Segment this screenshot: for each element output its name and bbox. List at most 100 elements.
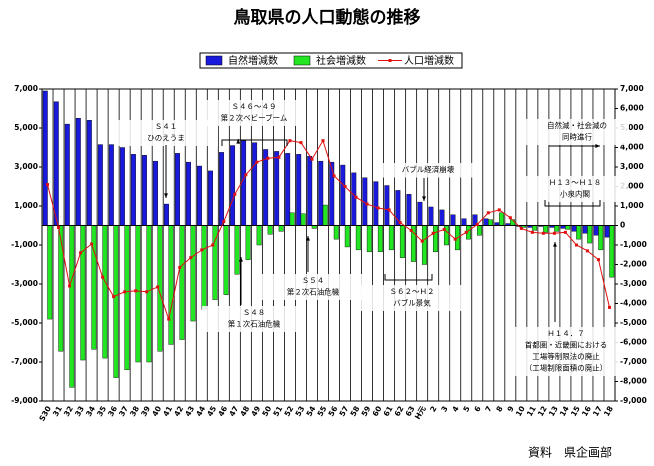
bar: [499, 212, 505, 226]
bar: [190, 225, 196, 322]
annotation-arrowhead: [595, 144, 600, 148]
x-tick-label: 4: [450, 405, 460, 414]
annotation-bracket: [221, 139, 288, 146]
line-marker: [178, 265, 182, 269]
bar: [230, 145, 236, 226]
line-marker: [288, 139, 292, 143]
y2-tick-label: -1,000: [620, 240, 647, 249]
bar: [593, 225, 599, 236]
bar: [252, 142, 258, 226]
y2-tick-label: 5,000: [620, 123, 644, 132]
bar: [219, 152, 225, 226]
bar: [609, 225, 615, 278]
bar: [256, 225, 262, 246]
bar: [377, 225, 383, 253]
line-marker: [134, 289, 138, 293]
y2-tick-label: 0: [620, 221, 625, 230]
line-marker: [563, 230, 567, 234]
legend-label: 自然増減数: [228, 54, 278, 67]
annotation-arrowhead: [239, 257, 243, 262]
annotation-text: バブル経済崩壊: [402, 164, 455, 174]
annotation-bg: [202, 100, 306, 126]
y2-tick-label: 1,000: [620, 201, 644, 210]
annotation-arrowhead: [553, 242, 557, 247]
bar: [208, 170, 213, 226]
line-marker: [321, 139, 325, 143]
annotation-arrowhead: [236, 139, 241, 144]
bar: [384, 185, 390, 226]
y2-tick-label: -2,000: [620, 260, 647, 269]
line-marker: [464, 230, 468, 234]
bar: [124, 225, 130, 371]
bar: [366, 225, 372, 253]
annotation-bg: [261, 274, 365, 300]
bar: [340, 164, 346, 226]
annotation-bg: [523, 176, 627, 202]
bar: [75, 118, 81, 226]
annotation-bg: [525, 119, 629, 145]
line-marker: [387, 208, 391, 212]
line-marker: [519, 226, 523, 230]
bar: [278, 225, 284, 232]
legend-label: 社会増減数: [316, 54, 366, 67]
annotation-arrowhead: [306, 236, 310, 241]
bar: [428, 206, 434, 226]
bar: [604, 225, 610, 238]
x-tick-label: 2: [428, 405, 438, 414]
y2-tick-label: 3,000: [620, 162, 644, 171]
bar: [245, 225, 251, 260]
line-marker: [101, 275, 105, 279]
annotation-bracket: [544, 200, 601, 207]
line-marker: [343, 185, 347, 188]
annotation-bg: [114, 120, 218, 146]
bar: [571, 225, 577, 232]
bar: [197, 165, 202, 226]
line-marker: [497, 208, 501, 212]
bar: [296, 154, 302, 226]
annotation-text: Ｈ１３～Ｈ１８: [549, 178, 602, 187]
bar: [80, 225, 86, 361]
bar: [483, 218, 489, 226]
line-marker: [90, 242, 94, 246]
line-marker: [409, 228, 413, 232]
line-marker: [607, 305, 611, 309]
y2-tick-label: -4,000: [620, 299, 647, 308]
line-marker: [596, 258, 600, 262]
bar: [141, 155, 147, 226]
annotation-text: Ｓ４６～４９: [232, 102, 277, 111]
x-tick-label: 3: [439, 405, 449, 414]
bar: [532, 225, 538, 231]
line-marker: [585, 249, 589, 253]
annotation-text: Ｓ４１: [155, 122, 178, 131]
annotation-text: Ｓ５４: [302, 276, 325, 285]
bar: [432, 225, 438, 253]
bar: [439, 209, 445, 226]
bar: [113, 225, 119, 378]
annotation-text: Ｓ６２～Ｈ２: [390, 287, 435, 296]
y2-tick-label: -7,000: [620, 357, 647, 366]
annotation-text: 工場等制限法の廃止: [532, 351, 600, 361]
y-tick-label: 7,000: [14, 84, 38, 93]
bar: [223, 225, 229, 295]
bar: [417, 201, 423, 226]
bar: [97, 144, 103, 226]
bar: [241, 140, 247, 226]
bar: [543, 225, 549, 233]
bar: [421, 225, 427, 265]
source: 資料 県企画部: [528, 445, 612, 460]
y2-tick-label: -5,000: [620, 318, 647, 327]
line-marker: [189, 256, 193, 260]
annotation-text: 第２次ベビーブーム: [221, 113, 288, 123]
bar: [267, 225, 273, 235]
x-tick-label: 8: [494, 405, 504, 414]
y-tick-label: 5,000: [14, 123, 38, 132]
annotation-text: バブル景気: [393, 298, 431, 308]
annotation-text: 自然減・社会減の: [547, 120, 607, 130]
line-marker: [365, 202, 369, 206]
line-marker: [332, 174, 336, 178]
y-tick-label: -5,000: [11, 318, 38, 327]
bar: [69, 225, 75, 388]
bar: [186, 161, 191, 226]
bar: [488, 219, 493, 226]
